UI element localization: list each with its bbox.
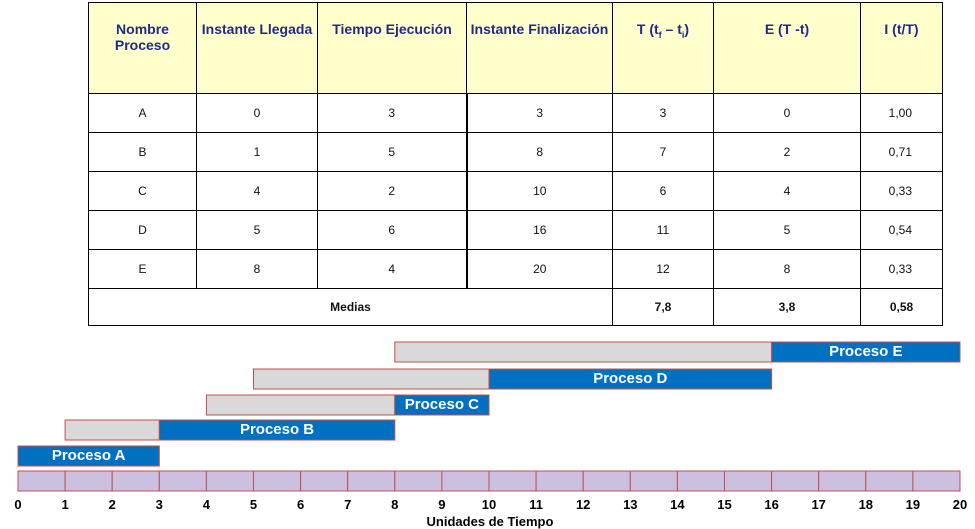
tick-label: 16	[764, 497, 779, 512]
time-cell	[818, 470, 867, 492]
time-cell	[441, 470, 490, 492]
cell-process: D	[88, 210, 197, 250]
tick-label: 8	[391, 497, 399, 512]
cell-t: 12	[612, 249, 714, 289]
table-header-row: Nombre Proceso Instante Llegada Tiempo E…	[88, 2, 943, 94]
tick-label: 15	[717, 497, 732, 512]
time-cell	[724, 470, 773, 492]
tick-label: 2	[108, 497, 116, 512]
cell-exec: 6	[317, 210, 467, 250]
cell-exec: 4	[317, 249, 467, 289]
run-bar	[394, 394, 490, 416]
cell-finish: 3	[465, 93, 613, 133]
cell-arrival: 1	[196, 132, 318, 172]
tick-label: 3	[155, 497, 163, 512]
process-bar-label: Proceso D	[593, 370, 668, 387]
header-wait: E (T -t)	[713, 2, 861, 94]
cell-i: 0,33	[860, 249, 943, 289]
averages-label: Medias	[88, 288, 613, 326]
header-index: I (t/T)	[860, 2, 943, 94]
tick-label: 19	[905, 497, 921, 512]
cell-process: C	[88, 171, 197, 211]
time-cell	[865, 470, 914, 492]
header-turnaround: T (tf – ti)	[612, 2, 714, 94]
averages-row: Medias 7,8 3,8 0,58	[88, 288, 943, 326]
run-bar	[158, 419, 396, 441]
time-cell	[64, 470, 113, 492]
header-finish: Instante Finalización	[466, 2, 613, 94]
scheduling-table: Nombre Proceso Instante Llegada Tiempo E…	[88, 2, 943, 326]
avg-i: 0,58	[860, 288, 943, 326]
cell-arrival: 8	[196, 249, 318, 289]
wait-bar	[64, 419, 160, 441]
process-bar-label: Proceso E	[829, 343, 903, 360]
cell-i: 0,54	[860, 210, 943, 250]
cell-e: 2	[713, 132, 861, 172]
process-bar-label: Proceso A	[51, 447, 126, 464]
tick-label: 20	[952, 497, 968, 512]
tick-label: 13	[623, 497, 638, 512]
cell-i: 0,71	[860, 132, 943, 172]
run-bar	[771, 341, 961, 363]
header-arrival: Instante Llegada	[196, 2, 318, 94]
time-cell	[394, 470, 443, 492]
avg-e: 3,8	[713, 288, 861, 326]
tick-label: 17	[811, 497, 826, 512]
tick-label: 14	[670, 497, 685, 512]
tick-label: 10	[481, 497, 497, 512]
time-cell	[582, 470, 631, 492]
cell-finish: 8	[465, 132, 613, 172]
avg-t: 7,8	[612, 288, 714, 326]
tick-label: 5	[249, 497, 258, 512]
cell-t: 6	[612, 171, 714, 211]
time-cell	[676, 470, 726, 492]
time-cell	[629, 470, 678, 492]
table-row: B 1 5 8 7 2 0,71	[88, 132, 943, 172]
cell-exec: 3	[317, 93, 467, 133]
tick-label: 7	[344, 497, 352, 512]
header-exec: Tiempo Ejecución	[317, 2, 467, 94]
process-bar-label: Proceso C	[404, 396, 479, 413]
time-cell	[111, 470, 160, 492]
time-cell	[300, 470, 349, 492]
table-row: A 0 3 3 3 0 1,00	[88, 93, 943, 133]
cell-t: 3	[612, 93, 714, 133]
tick-label: 11	[529, 497, 543, 512]
time-cell	[253, 470, 302, 492]
time-cell	[535, 470, 584, 492]
tick-label: 9	[438, 497, 446, 512]
table-row: E 8 4 20 12 8 0,33	[88, 249, 943, 289]
time-cell	[17, 470, 66, 492]
run-bar	[488, 368, 773, 390]
cell-finish: 10	[465, 171, 613, 211]
tick-label: 12	[575, 497, 591, 512]
time-cell	[347, 470, 396, 492]
time-cell	[205, 470, 254, 492]
tick-label: 6	[296, 497, 305, 512]
wait-bar	[394, 341, 773, 363]
tick-label: 18	[858, 497, 874, 512]
cell-e: 0	[713, 93, 861, 133]
axis-title: Unidades de Tiempo	[426, 514, 554, 529]
cell-exec: 5	[317, 132, 467, 172]
time-cell	[771, 470, 820, 492]
time-cell	[912, 470, 961, 492]
header-process: Nombre Proceso	[88, 2, 197, 94]
run-bar	[17, 445, 160, 467]
process-bar-label: Proceso B	[239, 421, 315, 438]
tick-label: 1	[61, 497, 69, 512]
time-cell	[158, 470, 207, 492]
table-row: C 4 2 10 6 4 0,33	[88, 171, 943, 211]
wait-bar	[205, 394, 396, 416]
tick-label: 4	[202, 497, 210, 512]
cell-t: 7	[612, 132, 714, 172]
time-cell	[488, 470, 537, 492]
tick-label: 0	[14, 497, 22, 512]
wait-bar	[253, 368, 490, 390]
cell-exec: 2	[317, 171, 467, 211]
